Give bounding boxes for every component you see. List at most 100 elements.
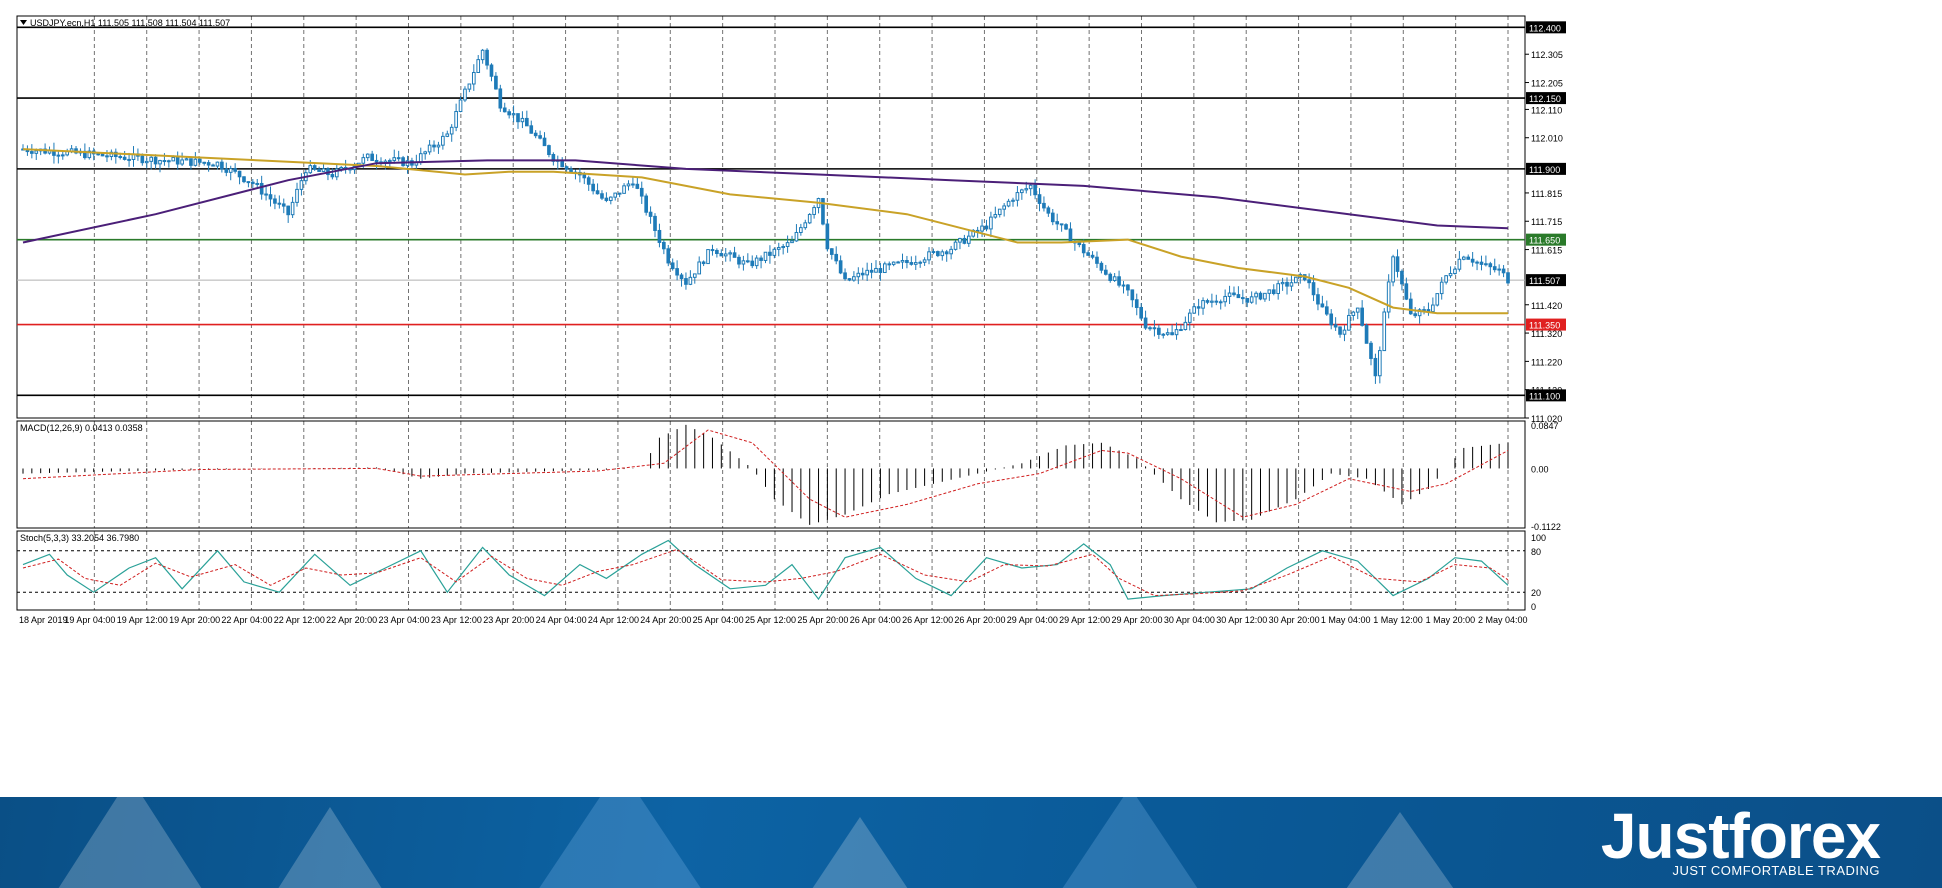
candle-body xyxy=(197,158,202,163)
candle-body xyxy=(273,198,277,204)
candle-body xyxy=(1364,324,1369,344)
candle-body xyxy=(604,197,609,201)
candle-body xyxy=(1395,256,1400,272)
candle-body xyxy=(706,249,710,265)
candle-body xyxy=(1143,317,1148,329)
candle-body xyxy=(423,151,428,155)
candle-body xyxy=(153,156,158,165)
candle-body xyxy=(476,59,481,74)
candle-body xyxy=(511,113,516,116)
candle-body xyxy=(962,237,967,244)
candle-body xyxy=(286,205,291,216)
candle-body xyxy=(1466,256,1471,260)
time-tick-label: 26 Apr 12:00 xyxy=(902,615,953,625)
level-price-tag xyxy=(1526,389,1566,402)
candle-body xyxy=(1276,283,1281,295)
brand-banner: Justforex JUST COMFORTABLE TRADING xyxy=(0,797,1942,888)
candle-body xyxy=(966,235,971,244)
candle-body xyxy=(118,156,123,159)
candle-body xyxy=(312,165,317,170)
candle-body xyxy=(1240,297,1245,300)
candle-body xyxy=(1064,224,1068,230)
candle-body xyxy=(878,267,883,274)
candle-body xyxy=(1130,289,1135,301)
candle-body xyxy=(918,261,923,264)
macd-tick-label: 0.00 xyxy=(1531,464,1549,474)
candle-body xyxy=(754,257,759,267)
candle-body xyxy=(781,245,786,249)
candle-body xyxy=(295,188,299,203)
candle-body xyxy=(944,251,949,255)
time-tick-label: 26 Apr 20:00 xyxy=(954,615,1005,625)
macd-tick-label: 0.0847 xyxy=(1531,421,1559,431)
banner-decoration xyxy=(40,797,220,888)
panel-frame-2 xyxy=(16,530,1526,611)
candle-body xyxy=(1307,279,1311,284)
candle-body xyxy=(860,272,865,276)
candle-body xyxy=(542,137,547,147)
candle-body xyxy=(829,248,834,255)
candle-body xyxy=(1294,276,1298,284)
candle-body xyxy=(785,242,790,247)
candle-body xyxy=(1453,268,1457,275)
candle-body xyxy=(158,160,162,165)
candle-body xyxy=(1103,269,1108,275)
panel-frame-0 xyxy=(16,15,1526,419)
candle-body xyxy=(1210,300,1214,303)
candle-body xyxy=(317,168,321,172)
candle-body xyxy=(1161,333,1166,336)
candle-body xyxy=(843,272,847,280)
candle-body xyxy=(1121,284,1126,287)
price-tick-label: 111.320 xyxy=(1531,329,1562,339)
time-tick-label: 22 Apr 04:00 xyxy=(221,615,272,625)
candle-body xyxy=(1245,297,1250,303)
candle-body xyxy=(1254,292,1258,298)
time-tick-label: 18 Apr 2019 xyxy=(19,615,68,625)
candle-body xyxy=(1289,282,1294,287)
time-tick-label: 29 Apr 04:00 xyxy=(1007,615,1058,625)
candle-body xyxy=(109,151,114,158)
candle-body xyxy=(1033,184,1037,196)
candle-body xyxy=(1086,252,1090,256)
stoch-tick-label: 100 xyxy=(1531,533,1546,543)
candle-body xyxy=(803,222,808,229)
candle-body xyxy=(1439,281,1444,295)
candle-body xyxy=(1218,301,1223,304)
candle-body xyxy=(1165,332,1170,335)
candle-body xyxy=(140,155,145,164)
candle-body xyxy=(684,278,688,285)
candle-body xyxy=(180,159,184,165)
candle-body xyxy=(1179,329,1183,332)
candle-body xyxy=(321,168,326,172)
candle-body xyxy=(30,151,34,154)
candle-body xyxy=(710,249,715,252)
candle-body xyxy=(1378,350,1382,377)
candle-body xyxy=(1046,207,1051,214)
brand-logo: Justforex xyxy=(1600,800,1881,872)
candle-body xyxy=(1475,261,1479,264)
candle-body xyxy=(675,268,679,276)
candle-body xyxy=(639,187,644,197)
panel-frame-1 xyxy=(16,420,1526,529)
candle-body xyxy=(874,267,878,273)
candle-body xyxy=(1479,261,1484,265)
candle-body xyxy=(485,49,489,66)
candle-body xyxy=(1174,329,1179,336)
candle-body xyxy=(799,227,803,233)
candle-body xyxy=(1183,321,1188,331)
candle-body xyxy=(1280,281,1285,285)
candle-body xyxy=(334,168,339,178)
candle-body xyxy=(396,157,401,160)
price-tick-label: 112.010 xyxy=(1531,134,1563,144)
candle-body xyxy=(538,135,542,139)
candle-body xyxy=(608,196,613,201)
candle-body xyxy=(1320,303,1325,308)
time-tick-label: 30 Apr 04:00 xyxy=(1164,615,1215,625)
time-tick-label: 24 Apr 04:00 xyxy=(536,615,587,625)
candle-body xyxy=(1404,283,1409,300)
candle-body xyxy=(887,263,892,266)
banner-decoration xyxy=(520,797,720,888)
candle-body xyxy=(1196,306,1201,309)
candle-body xyxy=(688,276,693,285)
